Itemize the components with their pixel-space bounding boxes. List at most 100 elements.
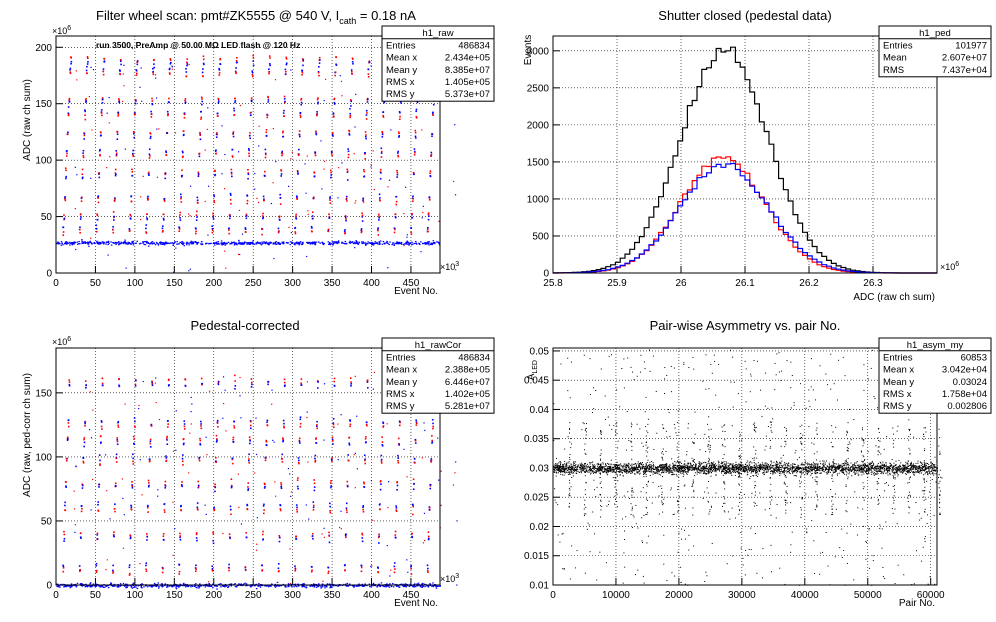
panel-rawcor-point xyxy=(115,457,118,460)
panel-raw-point xyxy=(108,96,110,99)
panel-raw-point xyxy=(171,242,174,244)
panel-raw-point xyxy=(412,171,415,174)
panel-raw-point xyxy=(217,102,220,104)
panel-raw-point xyxy=(68,97,71,100)
panel-rawcor-point xyxy=(256,543,258,545)
panel-rawcor-point xyxy=(124,403,126,405)
panel-rawcor-x-tick-label: 400 xyxy=(363,590,380,601)
panel-rawcor-point xyxy=(331,586,333,589)
panel-asym-point xyxy=(600,469,602,471)
panel-raw-point xyxy=(345,219,347,222)
panel-rawcor-point xyxy=(85,384,88,386)
panel-raw-point xyxy=(152,67,154,70)
panel-raw-point xyxy=(388,243,390,246)
panel-rawcor-point xyxy=(105,585,107,587)
panel-raw-point xyxy=(225,267,227,269)
panel-raw-point xyxy=(341,95,343,97)
panel-rawcor-point xyxy=(316,427,319,430)
panel-asym-point xyxy=(757,469,759,471)
panel-asym-point xyxy=(732,470,734,472)
panel-asym-point xyxy=(783,473,785,475)
panel-raw-point xyxy=(217,241,220,243)
panel-asym-point xyxy=(929,467,931,469)
panel-asym-point xyxy=(730,463,732,465)
panel-rawcor-point xyxy=(113,507,116,510)
panel-asym-point xyxy=(848,469,850,471)
panel-raw-point xyxy=(231,175,233,178)
panel-asym-point xyxy=(813,469,815,471)
panel-asym-point xyxy=(626,470,628,472)
panel-asym-point xyxy=(712,467,714,469)
panel-rawcor-point xyxy=(245,536,248,539)
panel-raw-point xyxy=(179,241,182,243)
panel-asym-point xyxy=(931,470,933,472)
panel-rawcor-point xyxy=(179,583,182,585)
panel-rawcor-point xyxy=(337,423,339,425)
panel-rawcor-point xyxy=(429,487,432,490)
panel-rawcor-point xyxy=(278,534,281,537)
panel-raw-point xyxy=(346,179,349,181)
panel-raw-point xyxy=(142,241,144,243)
panel-asym-point xyxy=(600,472,602,474)
panel-raw-point xyxy=(246,195,249,197)
panel-raw-point xyxy=(99,153,101,156)
panel-asym-point xyxy=(661,467,663,469)
panel-rawcor-point xyxy=(183,425,186,428)
panel-asym-point xyxy=(874,469,876,471)
panel-raw-point xyxy=(412,200,414,202)
panel-rawcor-point xyxy=(427,531,430,533)
panel-rawcor-point xyxy=(132,460,134,463)
panel-rawcor-point xyxy=(91,478,94,481)
panel-rawcor-point xyxy=(366,584,368,587)
panel-raw-point xyxy=(80,213,82,215)
panel-raw-point xyxy=(99,242,101,244)
panel-rawcor-stats-value: 486834 xyxy=(458,352,490,363)
panel-raw-point xyxy=(101,98,104,101)
panel-rawcor-point xyxy=(402,585,405,588)
panel-raw-point xyxy=(295,217,298,220)
panel-rawcor-point xyxy=(386,423,388,425)
panel-rawcor-point xyxy=(299,442,301,444)
panel-raw-point xyxy=(398,118,401,121)
panel-rawcor-point xyxy=(141,583,143,585)
panel-rawcor-point xyxy=(182,438,185,440)
panel-rawcor-point xyxy=(110,583,112,585)
panel-raw-point xyxy=(360,229,363,232)
panel-raw-point xyxy=(365,134,367,136)
panel-rawcor-point xyxy=(68,379,70,381)
panel-raw-point xyxy=(425,242,427,244)
panel-raw-point xyxy=(277,241,280,244)
panel-raw-point xyxy=(57,241,59,243)
panel-asym-point xyxy=(776,466,778,468)
panel-rawcor-point xyxy=(230,508,232,511)
panel-ped-stats-value: 7.437e+04 xyxy=(942,65,987,76)
panel-rawcor-point xyxy=(222,532,224,535)
panel-rawcor-point xyxy=(265,444,268,447)
panel-asym-point xyxy=(846,464,848,466)
panel-rawcor-point xyxy=(398,444,401,446)
panel-asym-point xyxy=(879,469,881,471)
panel-rawcor-point xyxy=(323,383,326,385)
panel-raw-point xyxy=(62,226,65,229)
panel-rawcor-point xyxy=(96,534,99,536)
panel-raw-point xyxy=(87,243,90,245)
panel-rawcor-point xyxy=(230,478,233,480)
panel-rawcor-point xyxy=(362,506,364,508)
panel-raw-point xyxy=(215,149,217,151)
panel-raw-point xyxy=(396,169,398,172)
panel-rawcor-point xyxy=(133,425,136,428)
panel-raw-point xyxy=(351,241,354,243)
panel-raw-point xyxy=(86,72,88,75)
panel-asym-point xyxy=(885,472,887,474)
panel-asym-point xyxy=(933,474,935,476)
panel-raw-point xyxy=(148,148,151,151)
panel-rawcor-point xyxy=(171,585,174,587)
panel-raw-point xyxy=(398,136,400,138)
panel-raw-point xyxy=(196,210,198,213)
panel-asym-point xyxy=(579,465,581,467)
panel-raw-point xyxy=(118,99,120,102)
panel-rawcor-point xyxy=(95,564,98,567)
panel-raw-point xyxy=(103,58,106,60)
panel-raw-point xyxy=(427,212,430,214)
panel-raw-point xyxy=(348,130,351,133)
